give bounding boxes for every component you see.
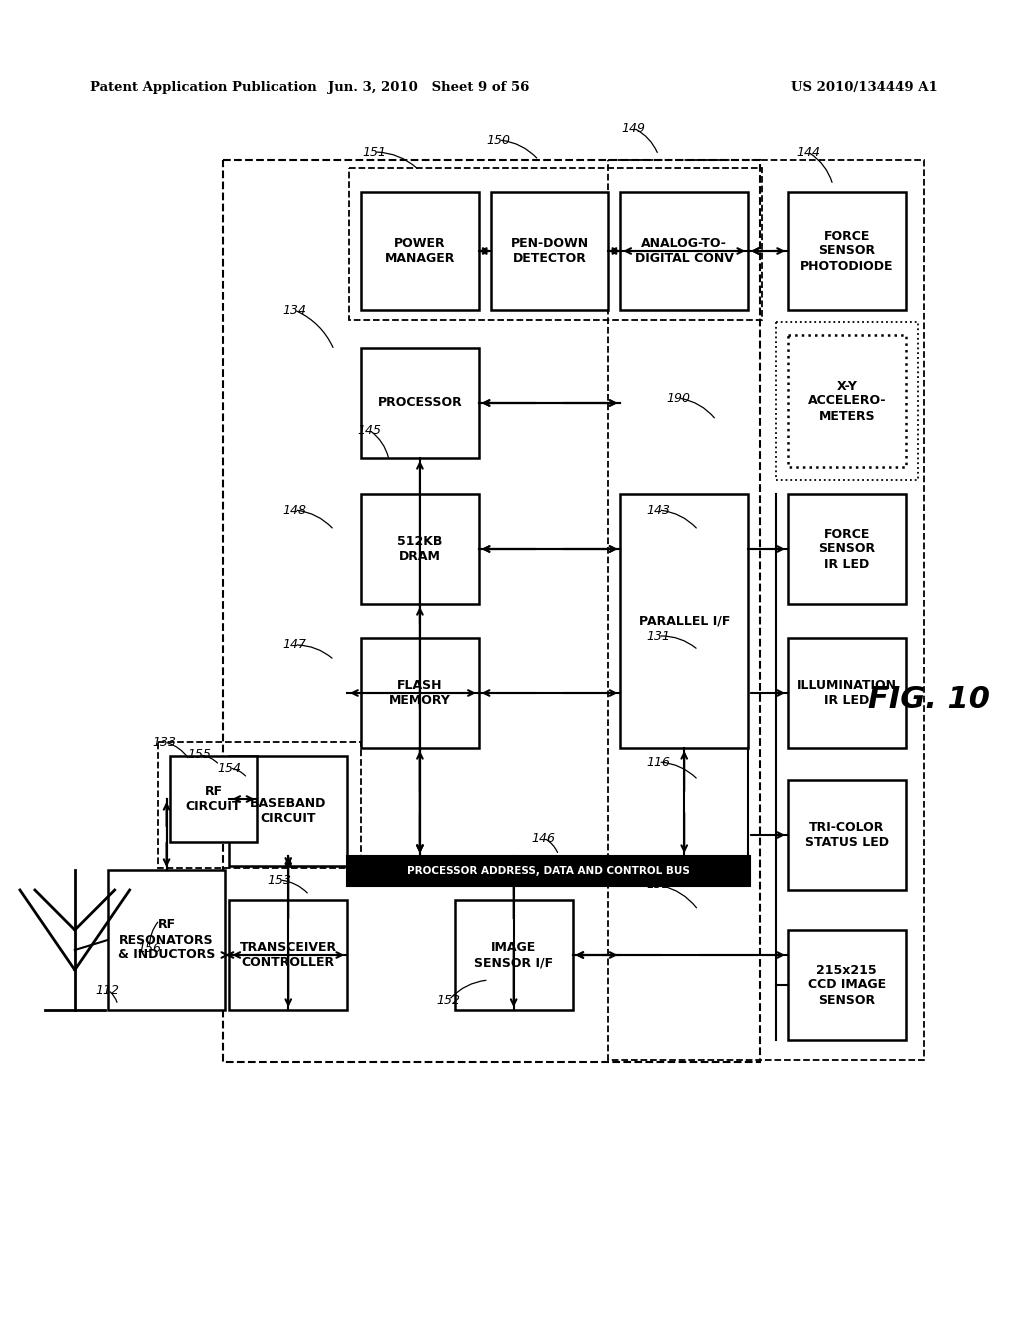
Text: TRI-COLOR
STATUS LED: TRI-COLOR STATUS LED xyxy=(805,821,889,849)
Bar xyxy=(170,756,257,842)
Bar xyxy=(787,780,905,890)
Bar xyxy=(455,900,572,1010)
Text: ILLUMINATION
IR LED: ILLUMINATION IR LED xyxy=(797,678,897,708)
Bar xyxy=(787,638,905,748)
Text: 153: 153 xyxy=(267,874,291,887)
Text: 132: 132 xyxy=(646,879,671,891)
Text: TRANSCEIVER
CONTROLLER: TRANSCEIVER CONTROLLER xyxy=(240,941,337,969)
Text: 146: 146 xyxy=(531,832,556,845)
Text: 145: 145 xyxy=(357,424,381,437)
Text: PEN-DOWN
DETECTOR: PEN-DOWN DETECTOR xyxy=(511,238,589,265)
Bar xyxy=(621,494,749,748)
Text: 116: 116 xyxy=(646,755,671,768)
Bar xyxy=(158,742,361,869)
Bar xyxy=(347,855,750,886)
Bar xyxy=(229,756,347,866)
Bar xyxy=(229,900,347,1010)
Bar xyxy=(776,322,918,480)
Bar xyxy=(608,160,924,1060)
Bar xyxy=(490,191,608,310)
Text: 144: 144 xyxy=(796,145,820,158)
Text: 133: 133 xyxy=(153,735,176,748)
Text: 147: 147 xyxy=(283,639,306,652)
Bar xyxy=(223,160,760,1063)
Bar xyxy=(361,638,479,748)
Text: 134: 134 xyxy=(283,304,306,317)
Text: 131: 131 xyxy=(646,630,671,643)
Bar xyxy=(787,931,905,1040)
Text: Jun. 3, 2010   Sheet 9 of 56: Jun. 3, 2010 Sheet 9 of 56 xyxy=(329,82,529,95)
Text: 156: 156 xyxy=(137,941,162,954)
Bar xyxy=(787,494,905,605)
Text: IMAGE
SENSOR I/F: IMAGE SENSOR I/F xyxy=(474,941,553,969)
Bar xyxy=(787,335,905,467)
Text: 148: 148 xyxy=(283,503,306,516)
Text: 512KB
DRAM: 512KB DRAM xyxy=(397,535,442,564)
Text: 150: 150 xyxy=(486,133,511,147)
Text: FIG. 10: FIG. 10 xyxy=(867,685,990,714)
Text: 215x215
CCD IMAGE
SENSOR: 215x215 CCD IMAGE SENSOR xyxy=(808,964,886,1006)
Text: RF
RESONATORS
& INDUCTORS: RF RESONATORS & INDUCTORS xyxy=(118,919,215,961)
Bar xyxy=(621,191,749,310)
Text: PROCESSOR: PROCESSOR xyxy=(378,396,462,409)
Text: FLASH
MEMORY: FLASH MEMORY xyxy=(389,678,451,708)
Text: X-Y
ACCELERO-
METERS: X-Y ACCELERO- METERS xyxy=(808,380,886,422)
Text: 152: 152 xyxy=(437,994,461,1006)
Bar xyxy=(361,494,479,605)
Text: Patent Application Publication: Patent Application Publication xyxy=(90,82,316,95)
Bar xyxy=(108,870,225,1010)
Text: 151: 151 xyxy=(362,145,386,158)
Text: POWER
MANAGER: POWER MANAGER xyxy=(385,238,455,265)
Text: 154: 154 xyxy=(217,762,242,775)
Text: FORCE
SENSOR
IR LED: FORCE SENSOR IR LED xyxy=(818,528,876,570)
Text: BASEBAND
CIRCUIT: BASEBAND CIRCUIT xyxy=(250,797,327,825)
Bar xyxy=(787,191,905,310)
Text: 190: 190 xyxy=(667,392,690,404)
Text: 149: 149 xyxy=(622,121,645,135)
Text: RF
CIRCUIT: RF CIRCUIT xyxy=(185,785,242,813)
Text: 143: 143 xyxy=(646,503,671,516)
Text: PARALLEL I/F: PARALLEL I/F xyxy=(639,615,730,627)
Bar xyxy=(349,168,762,319)
Bar xyxy=(361,348,479,458)
Text: FORCE
SENSOR
PHOTODIODE: FORCE SENSOR PHOTODIODE xyxy=(800,230,894,272)
Text: PROCESSOR ADDRESS, DATA AND CONTROL BUS: PROCESSOR ADDRESS, DATA AND CONTROL BUS xyxy=(408,866,690,876)
Text: 112: 112 xyxy=(95,983,120,997)
Bar xyxy=(361,191,479,310)
Text: ANALOG-TO-
DIGITAL CONV: ANALOG-TO- DIGITAL CONV xyxy=(635,238,733,265)
Text: 155: 155 xyxy=(187,748,212,762)
Text: US 2010/134449 A1: US 2010/134449 A1 xyxy=(791,82,938,95)
